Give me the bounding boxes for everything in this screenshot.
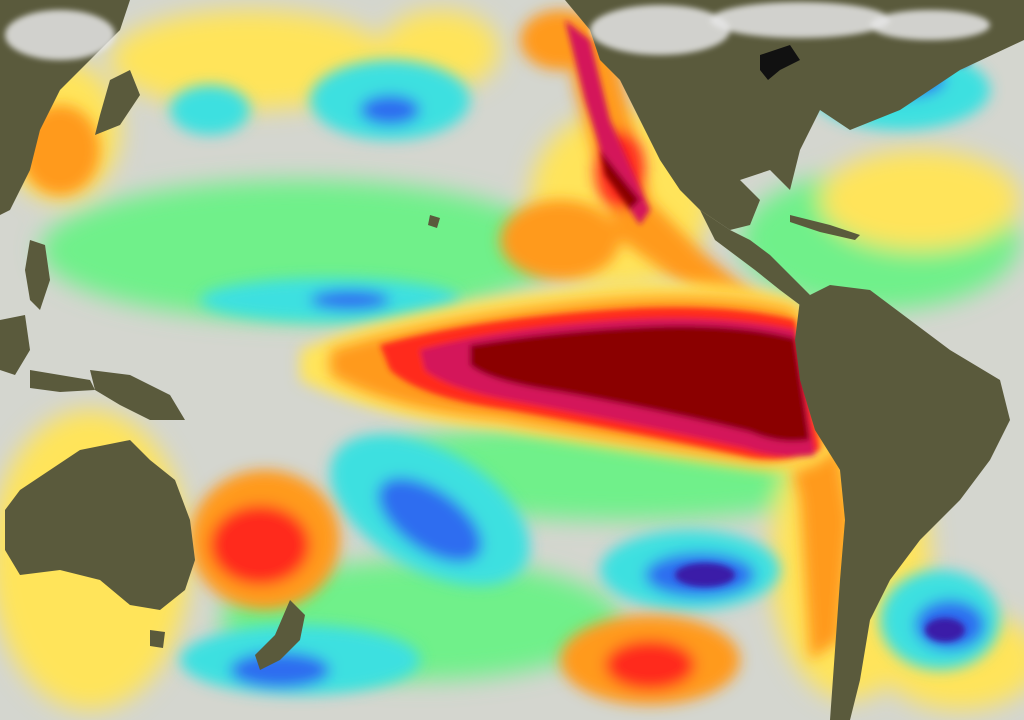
lakes-layer bbox=[760, 45, 800, 80]
hawaii bbox=[428, 215, 440, 228]
cool-anomaly-deep bbox=[675, 563, 735, 587]
warm-anomaly-strong bbox=[605, 640, 695, 690]
japan bbox=[95, 70, 140, 135]
warm-anomaly bbox=[500, 200, 620, 280]
cool-anomaly-strong bbox=[310, 290, 390, 310]
great-lakes bbox=[760, 45, 800, 80]
snow-cover bbox=[590, 5, 730, 55]
cool-anomaly-strong bbox=[230, 652, 330, 688]
snow-cover bbox=[870, 10, 990, 40]
central-america bbox=[700, 210, 810, 305]
snow-cover bbox=[5, 10, 115, 60]
indonesia-borneo bbox=[0, 315, 30, 375]
warm-anomaly-strong bbox=[210, 505, 310, 585]
anomaly-wash-yellow bbox=[820, 150, 1020, 250]
australia bbox=[5, 440, 195, 610]
cool-anomaly-strong bbox=[377, 477, 483, 563]
indonesia-islands bbox=[30, 370, 95, 392]
cool-anomaly-strong bbox=[360, 95, 420, 125]
philippines bbox=[25, 240, 50, 310]
snow-cover bbox=[710, 2, 890, 38]
cool-anomaly bbox=[170, 85, 250, 135]
new-guinea bbox=[90, 370, 185, 420]
cool-anomaly-deep bbox=[925, 618, 965, 642]
coastal-hot-strip-core bbox=[600, 150, 640, 210]
north-america bbox=[565, 0, 1024, 230]
el-nino-tongue-core bbox=[470, 325, 810, 442]
caribbean-islands bbox=[790, 215, 860, 240]
new-zealand bbox=[255, 600, 305, 670]
tasmania bbox=[150, 630, 165, 648]
south-america bbox=[795, 285, 1010, 720]
coastal-hot-strip bbox=[565, 20, 650, 225]
snow-layer bbox=[5, 2, 990, 60]
